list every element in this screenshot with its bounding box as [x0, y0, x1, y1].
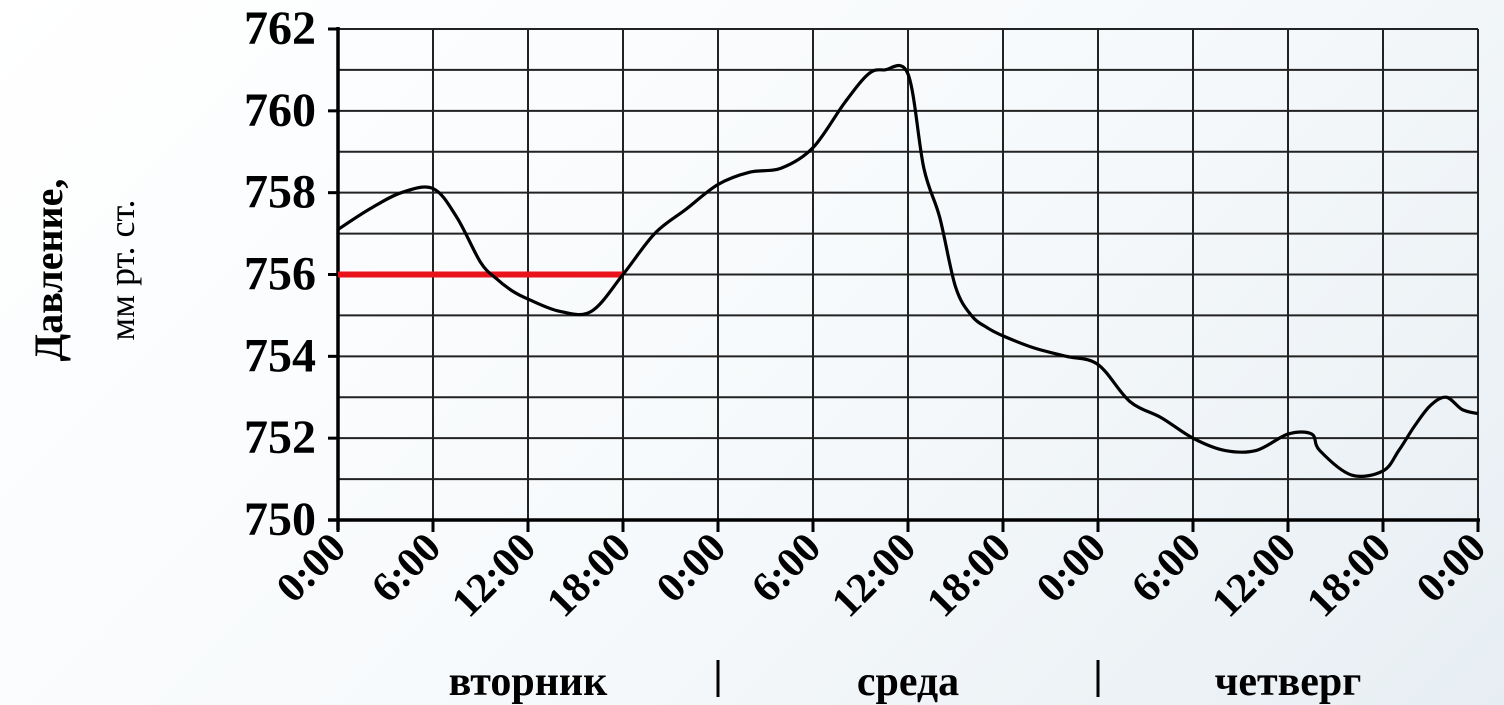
- y-axis-title-line1: Давление,: [26, 179, 71, 362]
- day-label: вторник: [449, 659, 608, 705]
- chart-axes: [328, 27, 1480, 532]
- x-tick-label: 6:00: [1123, 525, 1210, 612]
- series-group: [337, 63, 1479, 478]
- x-tick-label: 12:00: [1203, 525, 1305, 627]
- x-tick-label: 12:00: [823, 525, 925, 627]
- x-tick-label: 0:00: [648, 525, 735, 612]
- x-tick-label: 12:00: [443, 525, 545, 627]
- day-label: четверг: [1215, 659, 1362, 705]
- x-tick-label: 18:00: [918, 525, 1020, 627]
- x-tick-label: 0:00: [1028, 525, 1115, 612]
- y-tick-label: 760: [244, 84, 316, 137]
- x-tick-label: 18:00: [538, 525, 640, 627]
- day-label: среда: [857, 659, 959, 705]
- x-tick-label: 6:00: [363, 525, 450, 612]
- y-tick-label: 750: [244, 493, 316, 546]
- y-axis-title: Давление, мм рт. ст.: [26, 179, 142, 362]
- x-tick-label: 6:00: [743, 525, 830, 612]
- x-tick-label: 0:00: [1408, 525, 1495, 612]
- x-tick-label: 18:00: [1298, 525, 1400, 627]
- y-tick-label: 752: [244, 411, 316, 464]
- y-tick-label: 754: [244, 329, 316, 382]
- y-tick-label: 762: [244, 2, 316, 55]
- y-tick-label: 756: [244, 248, 316, 301]
- y-tick-label: 758: [244, 166, 316, 219]
- day-labels: вторник среда четверг: [449, 659, 1362, 705]
- pressure-series-line: [337, 63, 1479, 478]
- y-tick-labels: 750 752 754 756 758 760 762: [244, 2, 316, 546]
- y-axis-title-line2: мм рт. ст.: [102, 199, 142, 340]
